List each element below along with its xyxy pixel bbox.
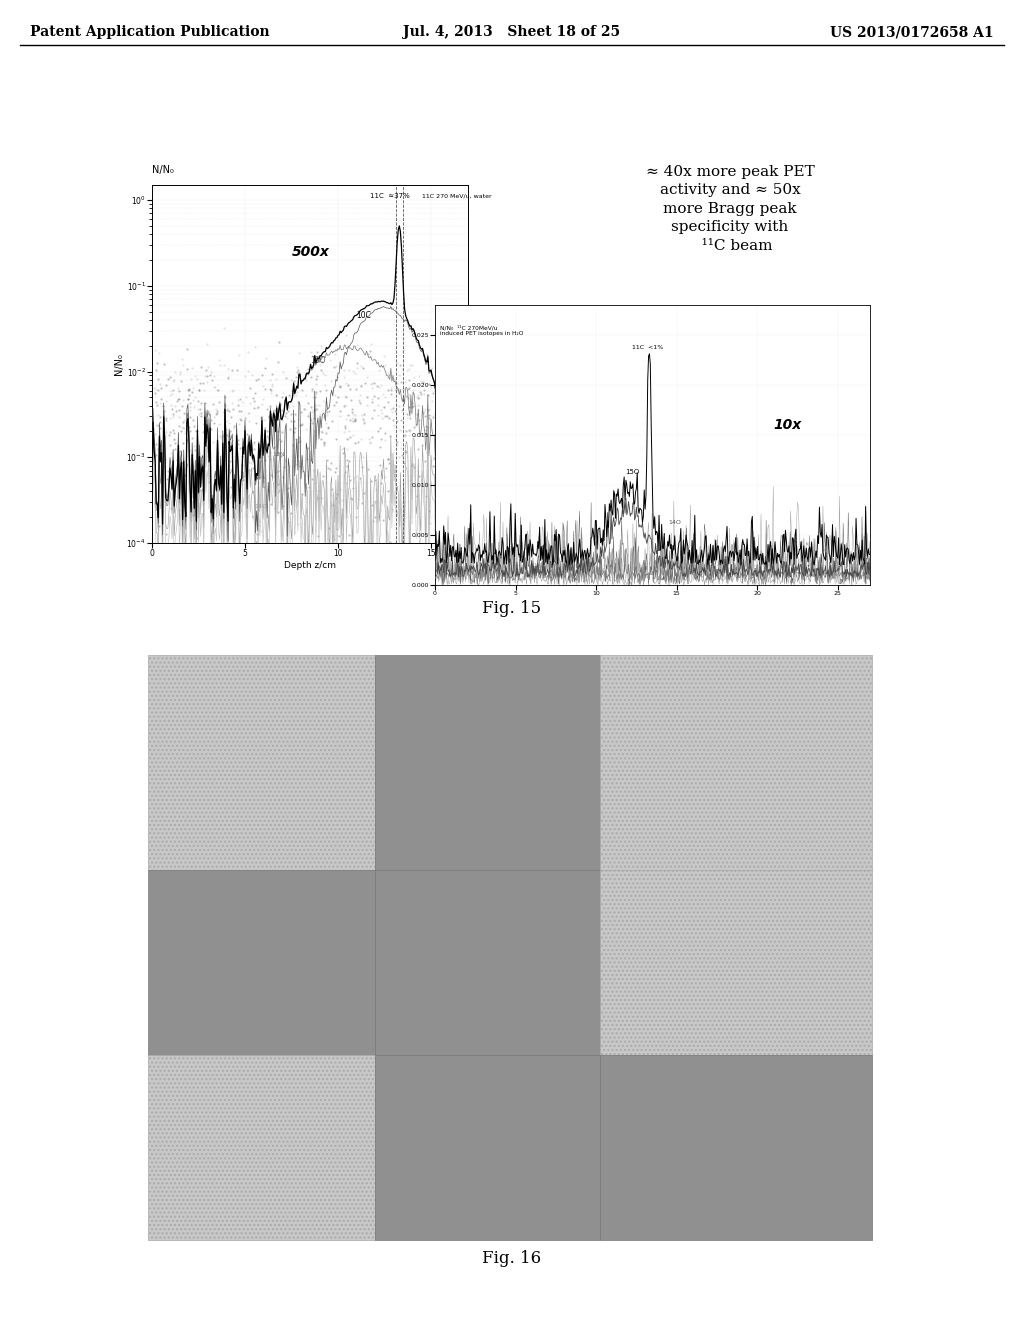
Text: 15O: 15O [310,356,326,364]
Text: 15O: 15O [625,469,639,475]
Bar [470,671,492,696]
Text: 13N: 13N [272,453,286,457]
Text: N/N₀: N/N₀ [152,165,174,176]
Text: 11C 270 MeV/u, water: 11C 270 MeV/u, water [422,193,492,198]
Text: In Beam
PET & LC: In Beam PET & LC [155,1063,212,1090]
Text: Laser Camera
Auto Set Up: Laser Camera Auto Set Up [608,878,695,906]
Text: Fig. 16: Fig. 16 [482,1250,542,1267]
Text: US 2013/0172658 A1: US 2013/0172658 A1 [830,25,994,40]
X-axis label: Depth z/cm: Depth z/cm [284,561,336,570]
Y-axis label: N/N₀: N/N₀ [114,352,124,375]
Text: 500x: 500x [292,244,330,259]
Text: Fig. 15: Fig. 15 [482,601,542,616]
Text: Cone Beam CT
& Laser Camera: Cone Beam CT & Laser Camera [608,665,709,693]
Text: 11C  <1%: 11C <1% [632,345,664,350]
Text: 0.01: 0.01 [435,300,449,305]
Bar [650,920,670,940]
Text: ≈ 40x more peak PET
activity and ≈ 50x
more Bragg peak
specificity with
   ¹¹C b: ≈ 40x more peak PET activity and ≈ 50x m… [645,165,814,252]
Text: Patent Application Publication: Patent Application Publication [30,25,269,40]
Text: 10C: 10C [356,312,372,319]
Text: 14O: 14O [254,504,267,510]
Bar [465,696,497,705]
Text: Stereotactic
Couch & LC: Stereotactic Couch & LC [155,665,230,693]
Text: 11C  ≈37%: 11C ≈37% [370,193,410,199]
Bar [400,1100,430,1118]
Text: 14O: 14O [669,520,682,525]
Text: N/N₀  ¹¹C 270MeV/u
induced PET isotopes in H₂O: N/N₀ ¹¹C 270MeV/u induced PET isotopes i… [440,325,523,337]
Text: 10x: 10x [773,418,802,432]
Text: Jul. 4, 2013   Sheet 18 of 25: Jul. 4, 2013 Sheet 18 of 25 [403,25,621,40]
